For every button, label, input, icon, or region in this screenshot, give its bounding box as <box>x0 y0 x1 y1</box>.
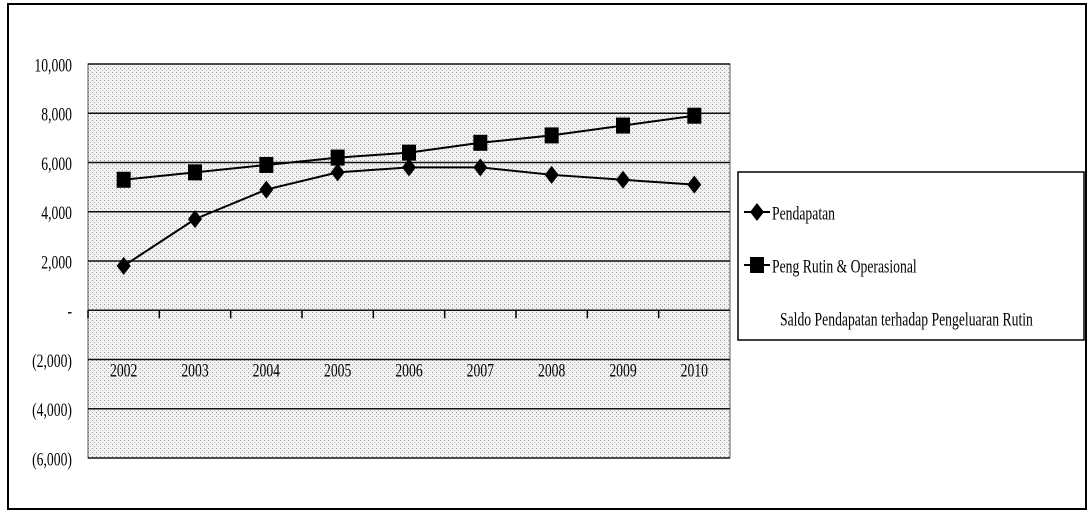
y-tick-label: 4,000 <box>41 202 72 224</box>
x-tick-label: 2010 <box>681 359 708 381</box>
point <box>116 171 131 188</box>
y-tick-label: (6,000) <box>32 448 72 470</box>
point <box>402 144 416 161</box>
point <box>687 175 702 194</box>
point <box>402 158 416 177</box>
point <box>616 117 630 134</box>
y-tick-label: (4,000) <box>32 399 72 421</box>
x-tick-label: 2005 <box>324 359 351 381</box>
y-tick-label: 2,000 <box>41 251 72 273</box>
y-tick-label: - <box>67 300 72 322</box>
x-tick-label: 2004 <box>253 359 281 381</box>
frame <box>7 3 1087 510</box>
point <box>259 156 274 173</box>
point <box>750 203 764 221</box>
point <box>330 163 345 182</box>
point <box>259 180 274 199</box>
point <box>473 134 488 151</box>
x-tick-label: 2003 <box>181 359 208 381</box>
legend-label: Pendapatan <box>772 202 836 224</box>
y-tick-label: 8,000 <box>41 103 72 125</box>
point <box>188 210 202 229</box>
x-tick-label: 2007 <box>467 359 494 381</box>
x-tick-label: 2009 <box>609 359 636 381</box>
legend-label: Peng Rutin & Operasional <box>772 255 917 277</box>
point <box>473 158 488 177</box>
point <box>544 127 559 144</box>
y-tick-label: (2,000) <box>32 350 72 372</box>
point <box>544 165 559 184</box>
y-tick-label: 10,000 <box>34 54 72 76</box>
x-tick-label: 2008 <box>538 359 565 381</box>
legend <box>737 171 1085 341</box>
point <box>116 256 131 275</box>
point <box>750 257 764 273</box>
point <box>687 107 702 124</box>
point <box>188 164 202 181</box>
x-tick-label: 2006 <box>395 359 422 381</box>
point <box>330 149 345 166</box>
y-tick-label: 6,000 <box>41 153 72 175</box>
legend-label: Saldo Pendapatan terhadap Pengeluaran Ru… <box>780 308 1033 330</box>
x-tick-label: 2002 <box>110 359 137 381</box>
point <box>616 170 630 189</box>
